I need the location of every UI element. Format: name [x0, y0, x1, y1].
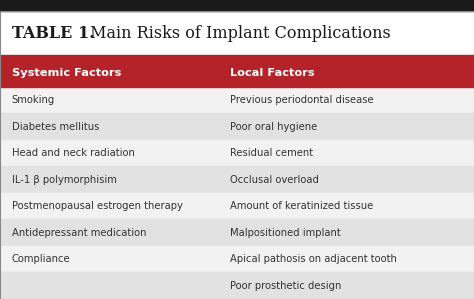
- Bar: [0, 55, 474, 58]
- Bar: [0, 166, 474, 193]
- Bar: [0, 246, 474, 272]
- Bar: [0, 140, 474, 166]
- Text: IL-1 β polymorphisim: IL-1 β polymorphisim: [12, 175, 117, 184]
- Bar: [0, 11, 474, 55]
- Text: Systemic Factors: Systemic Factors: [12, 68, 121, 77]
- Text: Postmenopausal estrogen therapy: Postmenopausal estrogen therapy: [12, 201, 182, 211]
- Text: Apical pathosis on adjacent tooth: Apical pathosis on adjacent tooth: [230, 254, 397, 264]
- Text: TABLE 1.: TABLE 1.: [12, 25, 95, 42]
- Bar: [0, 272, 474, 299]
- Bar: [0, 0, 474, 11]
- Bar: [0, 58, 474, 87]
- Text: Head and neck radiation: Head and neck radiation: [12, 148, 135, 158]
- Text: Poor prosthetic design: Poor prosthetic design: [230, 281, 341, 291]
- Text: Residual cement: Residual cement: [230, 148, 313, 158]
- Text: Local Factors: Local Factors: [230, 68, 315, 77]
- Text: Diabetes mellitus: Diabetes mellitus: [12, 121, 99, 132]
- Text: Occlusal overload: Occlusal overload: [230, 175, 319, 184]
- Bar: [0, 87, 474, 113]
- Bar: [0, 219, 474, 246]
- Text: Compliance: Compliance: [12, 254, 71, 264]
- Text: Antidepressant medication: Antidepressant medication: [12, 228, 146, 238]
- Text: Previous periodontal disease: Previous periodontal disease: [230, 95, 374, 105]
- Text: Smoking: Smoking: [12, 95, 55, 105]
- Bar: [0, 193, 474, 219]
- Text: Poor oral hygiene: Poor oral hygiene: [230, 121, 317, 132]
- Text: Amount of keratinized tissue: Amount of keratinized tissue: [230, 201, 373, 211]
- Text: Main Risks of Implant Complications: Main Risks of Implant Complications: [85, 25, 391, 42]
- Bar: [0, 113, 474, 140]
- Text: Malpositioned implant: Malpositioned implant: [230, 228, 341, 238]
